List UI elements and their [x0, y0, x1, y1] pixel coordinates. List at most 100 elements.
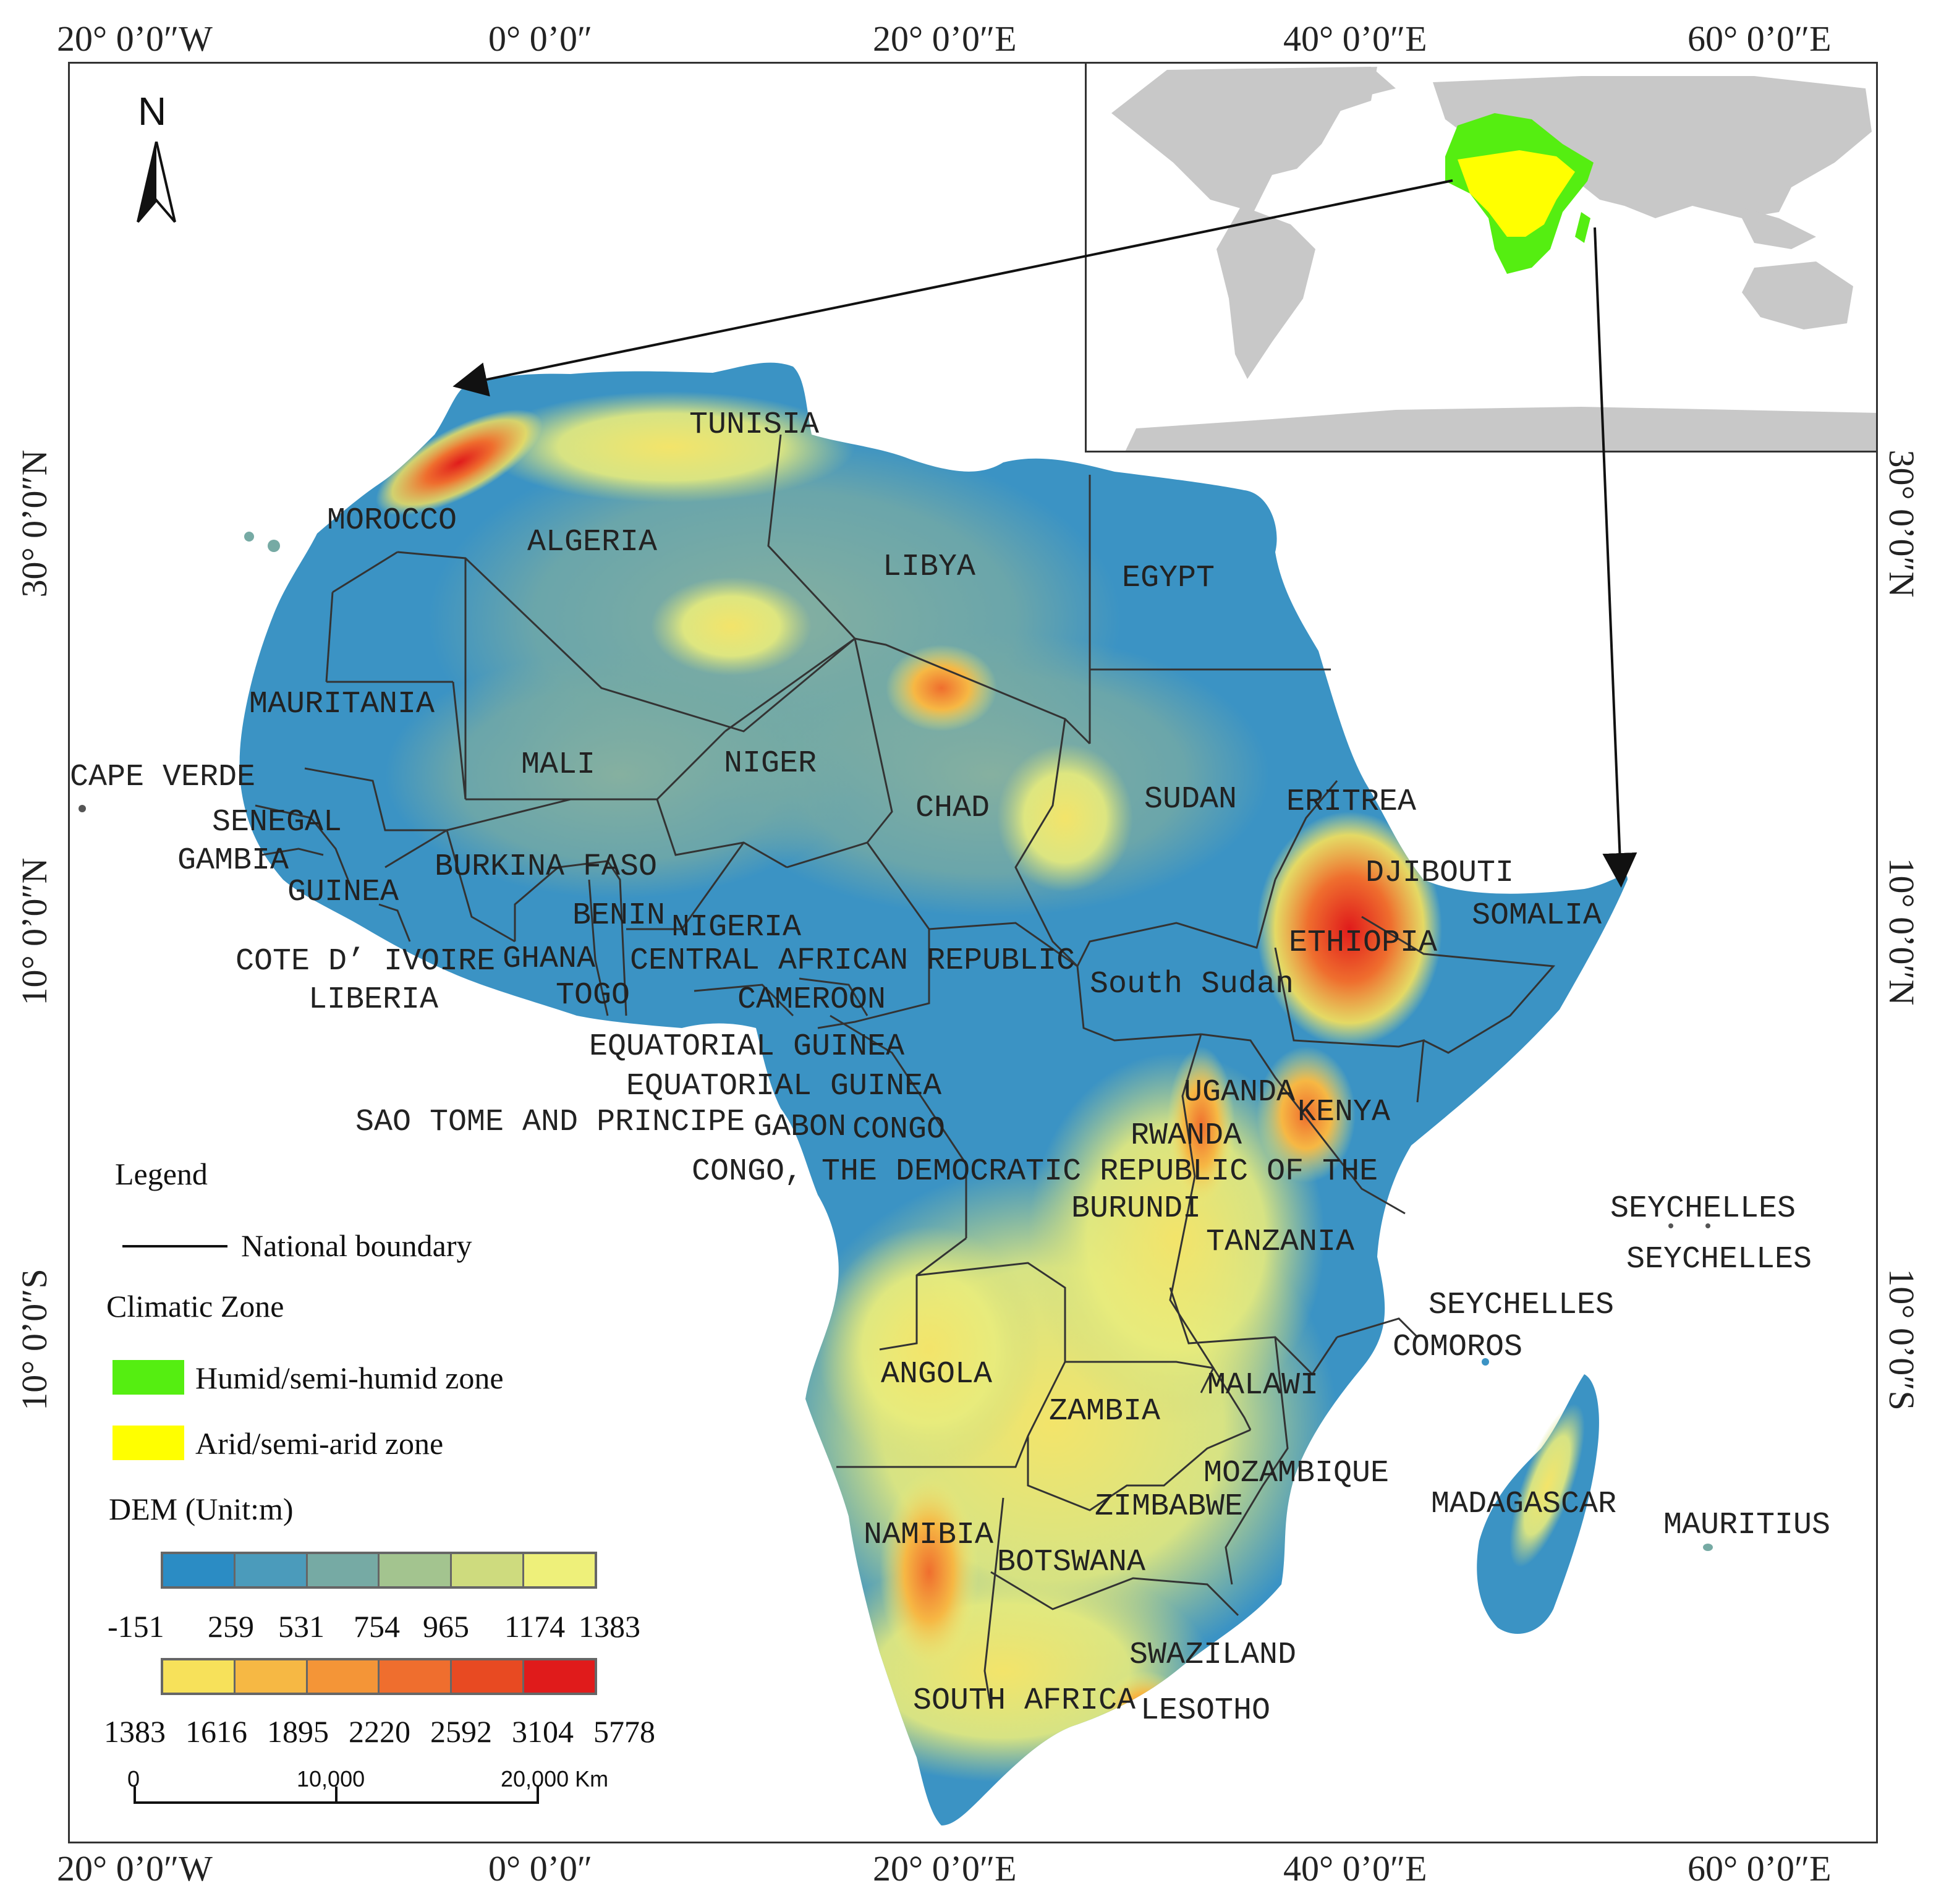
country-label: CONGO, THE DEMOCRATIC REPUBLIC OF THE — [692, 1154, 1378, 1189]
country-label: EGYPT — [1122, 561, 1215, 596]
dem-high-tick: 1616 — [185, 1714, 247, 1749]
country-label: BOTSWANA — [997, 1545, 1146, 1580]
country-label: CENTRAL AFRICAN REPUBLIC — [630, 943, 1076, 979]
graticule-top-4: 40° 0’0″E — [1283, 19, 1427, 59]
country-label: NIGER — [724, 746, 817, 781]
country-label: SEYCHELLES — [1429, 1288, 1615, 1323]
country-label: BURKINA FASO — [435, 849, 658, 885]
graticule-bottom-4: 40° 0’0″E — [1283, 1848, 1427, 1889]
dem-low-tick: 1383 — [579, 1609, 640, 1644]
country-label: TANZANIA — [1206, 1225, 1355, 1260]
graticule-right-2: 10° 0’0″N — [1882, 857, 1922, 1006]
country-label: LIBERIA — [308, 982, 439, 1018]
country-label: GABON — [754, 1110, 847, 1145]
dem-high-tick: 3104 — [512, 1714, 574, 1749]
world-locator-map — [1111, 67, 1876, 451]
country-label: South Sudan — [1090, 967, 1294, 1002]
graticule-bottom-1: 20° 0’0″W — [57, 1848, 213, 1889]
graticule-right-1: 30° 0’0″N — [1882, 449, 1922, 598]
country-label: SUDAN — [1144, 782, 1238, 817]
country-label: MALAWI — [1207, 1368, 1319, 1403]
north-arrow-label: N — [138, 89, 167, 134]
graticule-bottom-3: 20° 0’0″E — [873, 1848, 1017, 1889]
climatic-zone-title: Climatic Zone — [106, 1289, 284, 1324]
arid-zone-swatch — [113, 1426, 184, 1460]
country-label: EQUATORIAL GUINEA — [626, 1069, 942, 1104]
country-label: DJIBOUTI — [1365, 856, 1514, 891]
boundary-label: National boundary — [241, 1228, 472, 1263]
country-label: TUNISIA — [689, 407, 820, 443]
country-label: SOUTH AFRICA — [913, 1683, 1136, 1719]
dem-high-tick: 1383 — [104, 1714, 166, 1749]
inset-world-map — [1085, 62, 1878, 453]
graticule-top-5: 60° 0’0″E — [1688, 19, 1832, 59]
country-label: CHAD — [915, 791, 990, 826]
country-label: SEYCHELLES — [1626, 1242, 1812, 1277]
dem-ramp-high — [161, 1658, 597, 1695]
country-label: CONGO — [852, 1112, 946, 1147]
country-label: ETHIOPIA — [1289, 925, 1438, 961]
country-label: MALI — [521, 747, 596, 783]
country-label: ANGOLA — [881, 1357, 993, 1392]
dem-low-tick: -151 — [108, 1609, 164, 1644]
graticule-bottom-5: 60° 0’0″E — [1688, 1848, 1832, 1889]
north-arrow-icon — [137, 142, 176, 223]
country-label: BURUNDI — [1071, 1191, 1202, 1226]
inset-africa-arid — [1458, 150, 1575, 237]
graticule-top-2: 0° 0’0″ — [488, 19, 593, 59]
map-legend: Legend National boundary Climatic Zone H… — [99, 1150, 692, 1817]
country-label: SEYCHELLES — [1610, 1191, 1796, 1226]
country-label: GHANA — [503, 941, 596, 977]
dem-high-tick: 5778 — [593, 1714, 655, 1749]
scale-label-20000: 20,000 Km — [501, 1766, 609, 1791]
country-label: ERITREA — [1286, 784, 1417, 820]
legend-title: Legend — [115, 1157, 208, 1191]
country-label: SAO TOME AND PRINCIPE — [355, 1105, 745, 1140]
dem-high-tick: 1895 — [267, 1714, 329, 1749]
dem-high-tick: 2592 — [430, 1714, 492, 1749]
scale-bar-tick — [335, 1787, 338, 1804]
country-label: EQUATORIAL GUINEA — [589, 1029, 905, 1065]
country-label: CAMEROON — [737, 982, 886, 1018]
country-label: UGANDA — [1184, 1075, 1296, 1110]
country-label: LESOTHO — [1140, 1693, 1271, 1728]
graticule-right-3: 10° 0’0″S — [1882, 1269, 1922, 1411]
humid-zone-label: Humid/semi-humid zone — [195, 1361, 504, 1395]
country-label: GAMBIA — [177, 843, 289, 878]
arid-zone-label: Arid/semi-arid zone — [195, 1426, 444, 1461]
country-label: ZIMBABWE — [1095, 1489, 1244, 1524]
dem-low-tick: 1174 — [504, 1609, 566, 1644]
humid-zone-swatch — [113, 1360, 184, 1395]
dem-low-tick: 754 — [354, 1609, 400, 1644]
scale-label-0: 0 — [127, 1766, 140, 1791]
country-label: RWANDA — [1131, 1118, 1242, 1154]
dem-low-tick: 965 — [423, 1609, 469, 1644]
country-label: COTE D’ IVOIRE — [236, 944, 496, 979]
country-label: LIBYA — [883, 550, 976, 585]
scale-bar-tick — [537, 1787, 539, 1804]
graticule-bottom-2: 0° 0’0″ — [488, 1848, 593, 1889]
country-label: CAPE VERDE — [70, 760, 256, 795]
dem-low-tick: 531 — [278, 1609, 325, 1644]
scale-bar-tick — [134, 1787, 136, 1804]
country-label: SENEGAL — [212, 805, 342, 840]
country-label: MOZAMBIQUE — [1204, 1456, 1390, 1491]
country-label: MAURITIUS — [1663, 1508, 1831, 1543]
dem-high-tick: 2220 — [349, 1714, 410, 1749]
graticule-top-1: 20° 0’0″W — [57, 19, 213, 59]
graticule-top-3: 20° 0’0″E — [873, 19, 1017, 59]
country-label: TOGO — [556, 978, 630, 1013]
africa-dem-map — [79, 362, 1713, 1826]
country-label: BENIN — [572, 898, 666, 933]
country-label: SOMALIA — [1472, 898, 1602, 933]
national-boundaries — [255, 434, 1556, 1709]
country-label: MAURITANIA — [249, 687, 435, 722]
country-label: NAMIBIA — [864, 1518, 994, 1553]
country-label: ALGERIA — [527, 525, 658, 560]
graticule-left-3: 10° 0’0″S — [14, 1269, 54, 1411]
country-label: MADAGASCAR — [1431, 1487, 1617, 1522]
boundary-line-symbol — [122, 1245, 227, 1247]
dem-ramp-low — [161, 1552, 597, 1589]
graticule-left-1: 30° 0’0″N — [14, 449, 54, 598]
country-label: COMOROS — [1393, 1330, 1523, 1365]
